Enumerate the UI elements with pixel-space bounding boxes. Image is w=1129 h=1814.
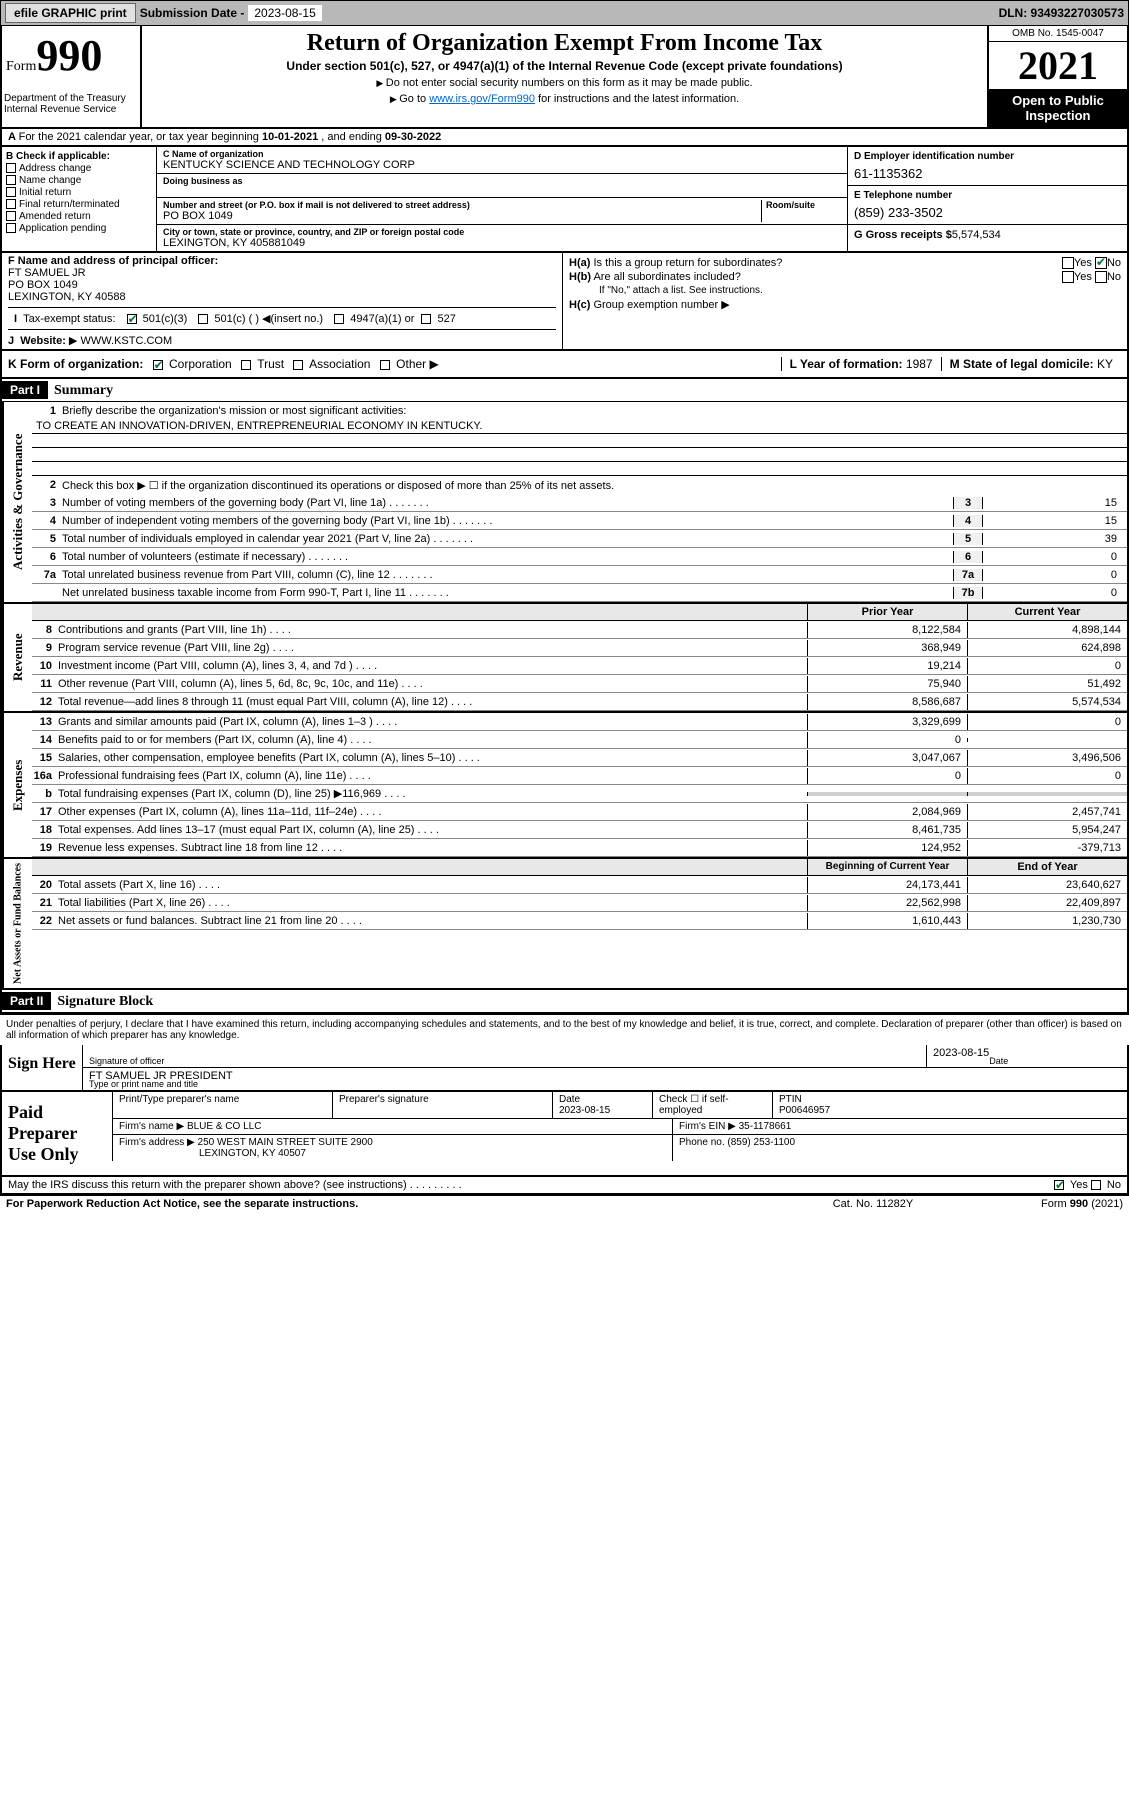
chk-app-pending[interactable]	[6, 223, 16, 233]
form-title: Return of Organization Exempt From Incom…	[152, 30, 977, 57]
form-subtitle: Under section 501(c), 527, or 4947(a)(1)…	[152, 59, 977, 73]
chk-assoc[interactable]	[293, 360, 303, 370]
side-label-governance: Activities & Governance	[2, 402, 32, 602]
gross-receipts: 5,574,534	[952, 229, 1001, 241]
chk-initial-return[interactable]	[6, 187, 16, 197]
row-f-to-j: F Name and address of principal officer:…	[0, 253, 1129, 351]
year-formation: 1987	[906, 357, 933, 371]
col-c-org-info: C Name of organizationKENTUCKY SCIENCE A…	[157, 147, 847, 251]
hb-yes[interactable]	[1062, 271, 1074, 283]
chk-corp[interactable]	[153, 360, 163, 370]
col-b-checkboxes: B Check if applicable: Address change Na…	[2, 147, 157, 251]
chk-final-return[interactable]	[6, 199, 16, 209]
note-link: Go to www.irs.gov/Form990 for instructio…	[152, 93, 977, 105]
public-inspection: Open to Public Inspection	[989, 89, 1127, 127]
org-name: KENTUCKY SCIENCE AND TECHNOLOGY CORP	[163, 159, 841, 171]
omb-number: OMB No. 1545-0047	[989, 26, 1127, 42]
chk-501c[interactable]	[198, 314, 208, 324]
part-i-summary: Part ISummary Activities & Governance 1B…	[0, 379, 1129, 990]
ha-no[interactable]	[1095, 257, 1107, 269]
row-k-l-m: K Form of organization: Corporation Trus…	[0, 351, 1129, 379]
firm-ein: 35-1178661	[739, 1121, 792, 1132]
firm-city: LEXINGTON, KY 40507	[199, 1148, 306, 1159]
street-address: PO BOX 1049	[163, 210, 761, 222]
col-d-to-g: D Employer identification number61-11353…	[847, 147, 1127, 251]
ein: 61-1135362	[854, 166, 1121, 181]
sig-date: 2023-08-15	[933, 1047, 989, 1059]
row-a-taxyear: A For the 2021 calendar year, or tax yea…	[0, 129, 1129, 147]
ha-yes[interactable]	[1062, 257, 1074, 269]
chk-other[interactable]	[380, 360, 390, 370]
chk-527[interactable]	[421, 314, 431, 324]
sign-here-block: Sign Here Signature of officer 2023-08-1…	[0, 1045, 1129, 1092]
efile-print-button[interactable]: efile GRAPHIC print	[5, 3, 136, 23]
ptin: P00646957	[779, 1105, 830, 1116]
mission-statement: TO CREATE AN INNOVATION-DRIVEN, ENTREPRE…	[32, 420, 1127, 434]
submission-label: Submission Date -	[140, 6, 245, 20]
topbar: efile GRAPHIC print Submission Date - 20…	[0, 0, 1129, 26]
officer-name: FT SAMUEL JR	[8, 267, 556, 279]
website: WWW.KSTC.COM	[80, 335, 172, 347]
discuss-yes[interactable]	[1054, 1180, 1064, 1190]
dln-label: DLN: 93493227030573	[999, 6, 1124, 20]
chk-trust[interactable]	[241, 360, 251, 370]
firm-addr: 250 WEST MAIN STREET SUITE 2900	[198, 1137, 373, 1148]
form-number: 990	[36, 31, 102, 80]
discuss-row: May the IRS discuss this return with the…	[0, 1177, 1129, 1195]
section-b-to-g: B Check if applicable: Address change Na…	[0, 147, 1129, 253]
submission-date: 2023-08-15	[248, 5, 321, 21]
chk-amended[interactable]	[6, 211, 16, 221]
tax-year: 2021	[989, 42, 1127, 89]
state-domicile: KY	[1097, 357, 1113, 371]
city-state-zip: LEXINGTON, KY 405881049	[163, 237, 841, 249]
phone: (859) 233-3502	[854, 205, 1121, 220]
prep-date: 2023-08-15	[559, 1105, 610, 1116]
chk-address-change[interactable]	[6, 163, 16, 173]
hb-no[interactable]	[1095, 271, 1107, 283]
officer-addr2: LEXINGTON, KY 40588	[8, 291, 556, 303]
officer-addr1: PO BOX 1049	[8, 279, 556, 291]
chk-501c3[interactable]	[127, 314, 137, 324]
page-footer: For Paperwork Reduction Act Notice, see …	[0, 1195, 1129, 1212]
side-label-revenue: Revenue	[2, 604, 32, 711]
discuss-no[interactable]	[1091, 1180, 1101, 1190]
chk-name-change[interactable]	[6, 175, 16, 185]
form-header: Form990 Return of Organization Exempt Fr…	[0, 26, 1129, 129]
chk-4947[interactable]	[334, 314, 344, 324]
firm-phone: (859) 253-1100	[727, 1137, 795, 1148]
side-label-expenses: Expenses	[2, 713, 32, 857]
dept-treasury: Department of the Treasury Internal Reve…	[4, 93, 134, 115]
irs-link[interactable]: www.irs.gov/Form990	[429, 93, 535, 105]
form-word: Form	[6, 59, 36, 74]
paid-preparer-block: Paid Preparer Use Only Print/Type prepar…	[0, 1092, 1129, 1177]
part-ii-signature: Part IISignature Block	[0, 990, 1129, 1015]
side-label-netassets: Net Assets or Fund Balances	[2, 859, 32, 988]
firm-name: BLUE & CO LLC	[187, 1121, 261, 1132]
note-ssn: Do not enter social security numbers on …	[152, 77, 977, 89]
signature-declaration: Under penalties of perjury, I declare th…	[0, 1015, 1129, 1045]
